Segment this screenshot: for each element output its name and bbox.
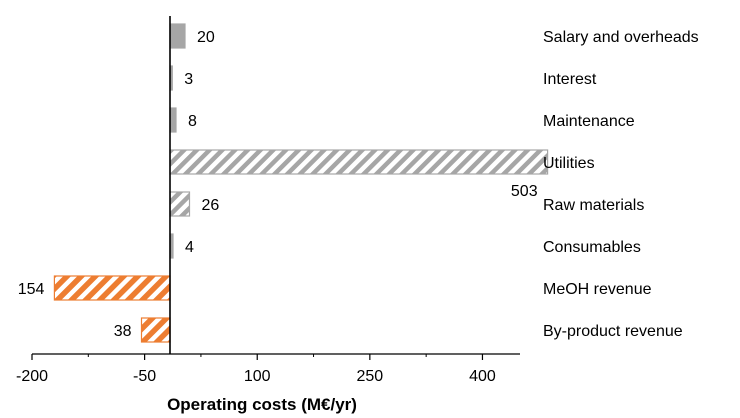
value-label: 26 xyxy=(202,197,220,214)
value-label: 8 xyxy=(188,113,197,130)
value-label: 38 xyxy=(114,323,132,340)
labels: 20 Salary and overheads 3 Interest 8 Maintena… xyxy=(18,29,699,340)
value-label: 3 xyxy=(184,71,193,88)
bar-meoh-revenue xyxy=(53,275,171,301)
category-label: Utilities xyxy=(543,155,595,172)
bar-salary-and-overheads xyxy=(169,23,186,49)
bar-maintenance xyxy=(169,107,177,133)
value-label: 20 xyxy=(197,29,215,46)
x-tick-label: -200 xyxy=(16,368,48,385)
category-label: By-product revenue xyxy=(543,323,683,340)
x-tick-label: 100 xyxy=(244,368,271,385)
axes: -200 -50 100 250 400 xyxy=(16,16,520,385)
bar-raw-materials xyxy=(169,191,191,217)
bar-utilities xyxy=(169,149,549,175)
category-label: MeOH revenue xyxy=(543,281,652,298)
category-label: Salary and overheads xyxy=(543,29,699,46)
x-tick-label: 400 xyxy=(469,368,496,385)
x-axis-title: Operating costs (M€/yr) xyxy=(167,395,357,414)
category-label: Raw materials xyxy=(543,197,644,214)
bars xyxy=(53,23,549,343)
x-tick-label: -50 xyxy=(133,368,156,385)
value-label: 154 xyxy=(18,281,45,298)
x-tick-label: 250 xyxy=(356,368,383,385)
value-label: 503 xyxy=(511,183,538,200)
value-label: 4 xyxy=(185,239,194,256)
category-label: Consumables xyxy=(543,239,641,256)
category-label: Interest xyxy=(543,71,597,88)
bar-by-product-revenue xyxy=(140,317,171,343)
category-label: Maintenance xyxy=(543,113,635,130)
